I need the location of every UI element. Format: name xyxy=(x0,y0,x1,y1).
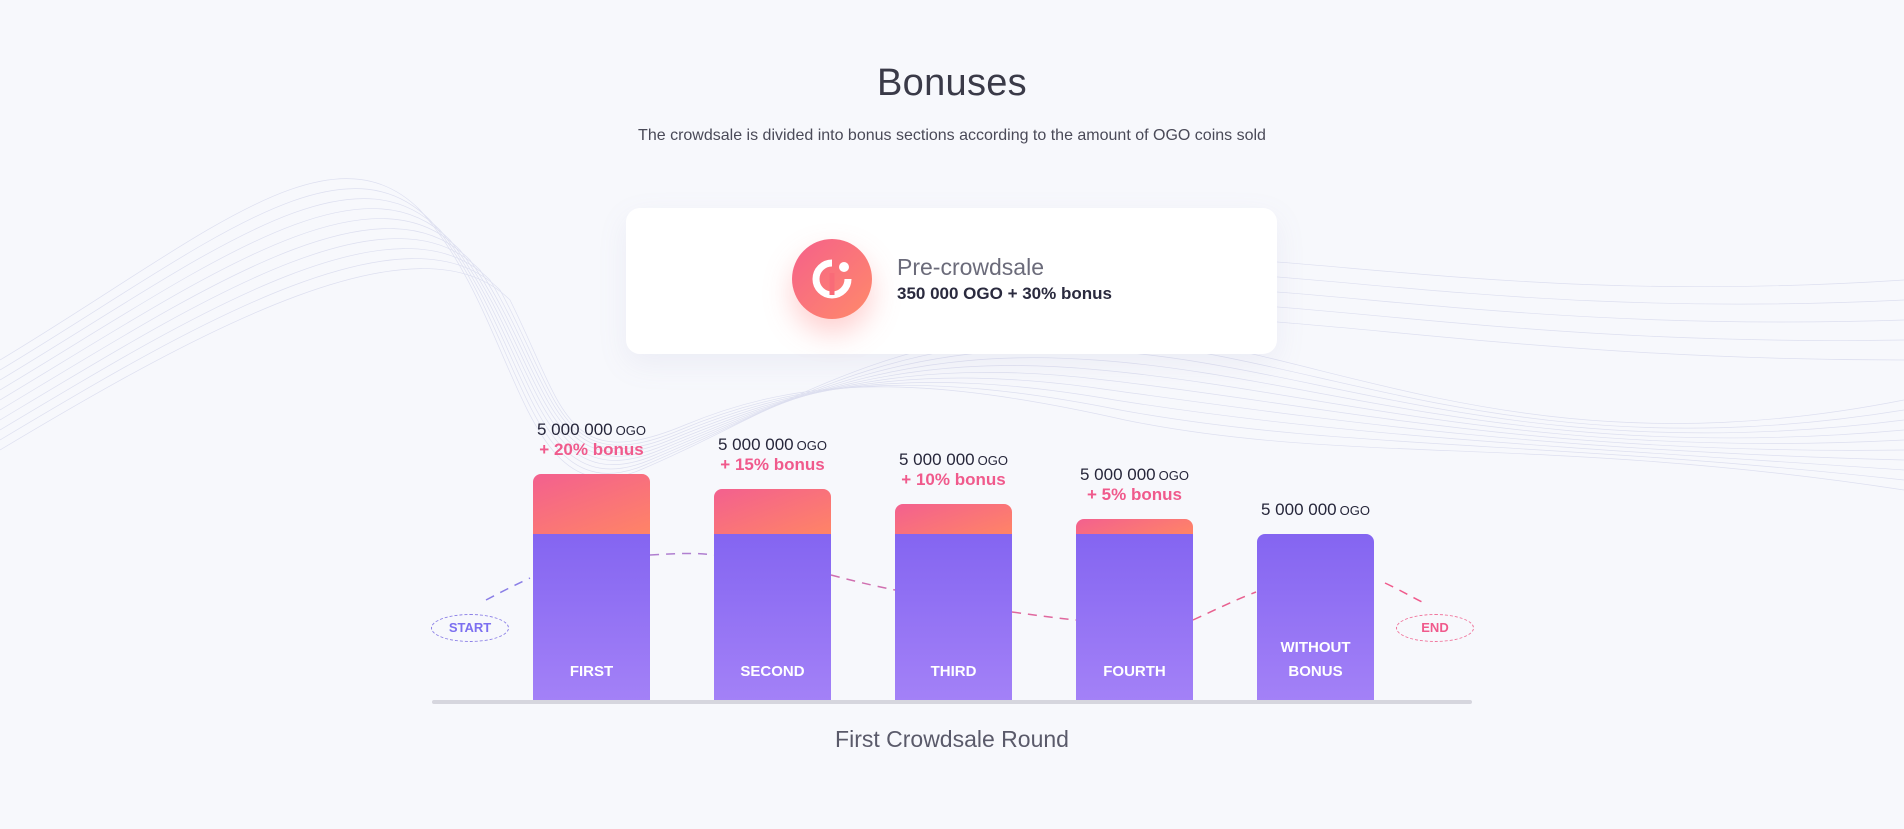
bar-bonus-label: + 20% bonus xyxy=(539,440,644,459)
bar-base-segment xyxy=(533,534,650,700)
page-title: Bonuses xyxy=(877,62,1027,104)
bar-label: THIRD xyxy=(930,663,977,680)
bar-third: THIRD xyxy=(895,504,1012,700)
bar-label: FIRST xyxy=(569,663,614,680)
bar-amount-label: 5 000 000 OGO xyxy=(1080,465,1189,484)
bar-bonus-segment xyxy=(714,489,831,534)
bar-bonus-label: + 5% bonus xyxy=(1087,485,1182,504)
bar-amount-label: 5 000 000 OGO xyxy=(537,420,646,439)
timeline-start-badge: START xyxy=(431,614,509,642)
bar-bonus-segment xyxy=(895,504,1012,534)
page-subtitle: The crowdsale is divided into bonus sect… xyxy=(638,127,1266,144)
round-title: First Crowdsale Round xyxy=(835,726,1069,752)
ogo-logo-icon xyxy=(792,239,872,319)
bar-second: SECOND xyxy=(714,489,831,700)
bar-bonus-segment xyxy=(1076,519,1193,534)
bar-base-segment xyxy=(714,534,831,700)
bar-amount-label: 5 000 000 OGO xyxy=(899,450,1008,469)
bar-amount-label: 5 000 000 OGO xyxy=(1261,500,1370,519)
pre-crowdsale-title: Pre-crowdsale xyxy=(897,254,1044,280)
bar-base-segment xyxy=(895,534,1012,700)
bar-without-bonus: WITHOUT BONUS xyxy=(1257,534,1374,700)
bar-bonus-segment xyxy=(533,474,650,534)
timeline-end-badge: END xyxy=(1396,614,1474,642)
pre-crowdsale-detail: 350 000 OGO + 30% bonus xyxy=(897,284,1112,303)
bar-label: FOURTH xyxy=(1103,663,1166,680)
bar-first: FIRST xyxy=(533,474,650,700)
bar-bonus-label: + 15% bonus xyxy=(720,455,825,474)
pre-crowdsale-card: Pre-crowdsale 350 000 OGO + 30% bonus xyxy=(626,208,1277,354)
bar-bonus-label: + 10% bonus xyxy=(901,470,1006,489)
bar-label: WITHOUT BONUS xyxy=(1280,639,1351,680)
bar-base-segment xyxy=(1257,534,1374,700)
bar-base-segment xyxy=(1076,534,1193,700)
bar-label: SECOND xyxy=(740,663,805,680)
chart-baseline xyxy=(432,700,1472,704)
bar-fourth: FOURTH xyxy=(1076,519,1193,700)
bar-amount-label: 5 000 000 OGO xyxy=(718,435,827,454)
